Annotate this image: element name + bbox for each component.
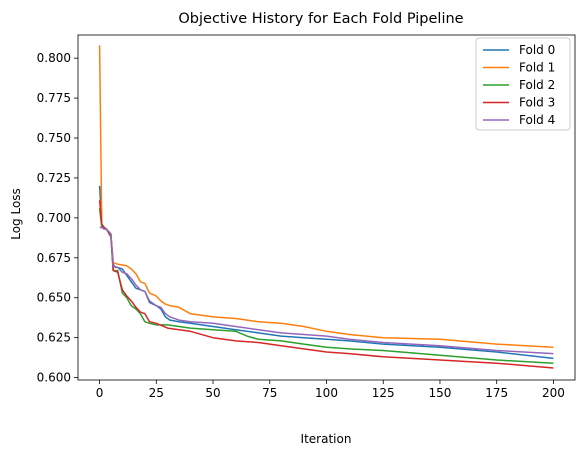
- legend-box: [475, 37, 571, 131]
- chart-title: Objective History for Each Fold Pipeline: [178, 11, 463, 27]
- x-tick-label-6: 150: [429, 386, 452, 400]
- y-tick-label-2: 0.650: [37, 291, 71, 305]
- y-tick-label-8: 0.800: [37, 51, 71, 65]
- y-axis-label: Log Loss: [9, 188, 23, 240]
- legend-label-4: Fold 4: [519, 113, 555, 127]
- y-tick-label-0: 0.600: [37, 371, 71, 385]
- x-axis-label: Iteration: [301, 432, 352, 446]
- legend-label-2: Fold 2: [519, 78, 555, 92]
- y-tick-label-3: 0.675: [37, 251, 71, 265]
- x-tick-label-7: 175: [485, 386, 508, 400]
- legend-label-0: Fold 0: [519, 43, 555, 57]
- legend-label-3: Fold 3: [519, 96, 555, 110]
- plot-area: 0 25 50 75 100 125 150 175 200 0.600 0.625 0.650 0.6…: [37, 34, 576, 400]
- legend-label-1: Fold 1: [519, 61, 555, 75]
- y-tick-label-5: 0.725: [37, 171, 71, 185]
- x-tick-label-5: 125: [372, 386, 395, 400]
- y-tick-label-1: 0.625: [37, 331, 71, 345]
- y-tick-label-4: 0.700: [37, 211, 71, 225]
- series-line-4: [99, 226, 554, 355]
- x-tick-label-4: 100: [315, 386, 338, 400]
- x-tick-label-1: 25: [149, 386, 164, 400]
- x-tick-label-0: 0: [96, 386, 104, 400]
- y-tick-label-6: 0.750: [37, 131, 71, 145]
- y-tick-label-7: 0.775: [37, 91, 71, 105]
- x-tick-label-8: 200: [542, 386, 565, 400]
- x-tick-label-2: 50: [205, 386, 220, 400]
- x-tick-label-3: 75: [262, 386, 277, 400]
